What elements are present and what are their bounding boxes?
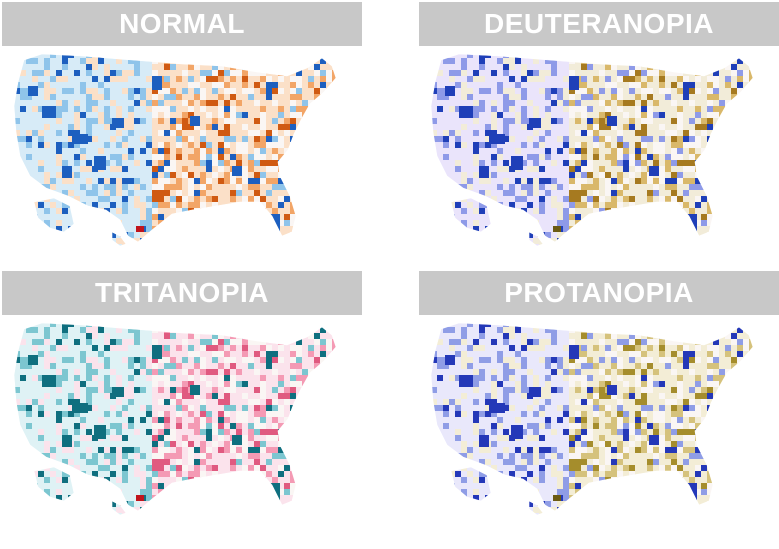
panel-tritanopia: TRITANOPIA xyxy=(2,271,362,541)
map-outline xyxy=(450,197,492,233)
map-outline xyxy=(430,53,754,243)
map-outline xyxy=(450,466,492,502)
panel-title: DEUTERANOPIA xyxy=(419,2,779,46)
map-outline xyxy=(430,322,754,512)
map-outline xyxy=(33,466,75,502)
panel-title: PROTANOPIA xyxy=(419,271,779,315)
us-map-protanopia xyxy=(419,315,779,531)
map-outline xyxy=(13,322,337,512)
map-outline xyxy=(528,500,544,516)
map-outline xyxy=(111,500,127,516)
us-map-normal xyxy=(2,46,362,262)
map-outline xyxy=(13,53,337,243)
map-outline xyxy=(111,231,127,247)
panel-title: TRITANOPIA xyxy=(2,271,362,315)
map-outline xyxy=(33,197,75,233)
us-map-deuteranopia xyxy=(419,46,779,262)
panel-deuteranopia: DEUTERANOPIA xyxy=(419,2,779,272)
panel-protanopia: PROTANOPIA xyxy=(419,271,779,541)
panel-normal: NORMAL xyxy=(2,2,362,272)
panel-title: NORMAL xyxy=(2,2,362,46)
us-map-tritanopia xyxy=(2,315,362,531)
map-outline xyxy=(528,231,544,247)
